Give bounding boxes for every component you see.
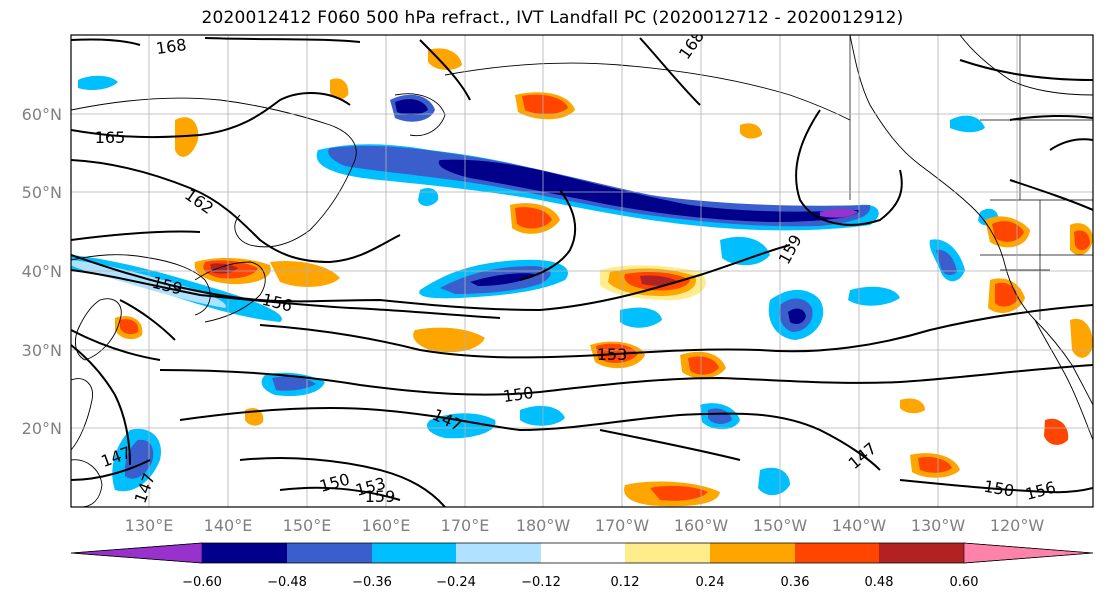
colorbar: −0.60 −0.48 −0.36 −0.24 −0.12 0.12 0.24 … — [70, 542, 1094, 590]
colorbar-segment — [963, 542, 1094, 564]
colorbar-tick: 0.60 — [950, 575, 979, 590]
contour-label: 168 — [155, 35, 188, 58]
lon-label: 160°W — [674, 516, 729, 535]
lon-label: 180°W — [516, 516, 571, 535]
lon-label: 130°W — [911, 516, 966, 535]
colorbar-segment — [456, 543, 541, 563]
colorbar-segment — [70, 542, 203, 564]
lat-label: 30°N — [22, 341, 62, 360]
colorbar-tick: 0.24 — [696, 575, 725, 590]
map-title: 2020012412 F060 500 hPa refract., IVT La… — [201, 8, 904, 28]
coastlines — [71, 35, 1093, 507]
colorbar-segment — [287, 543, 372, 563]
latitude-labels: 60°N 50°N 40°N 30°N 20°N — [22, 105, 62, 438]
lon-label: 150°W — [753, 516, 808, 535]
longitude-labels: 130°E 140°E 150°E 160°E 170°E 180°W 170°… — [125, 516, 1045, 535]
colorbar-tick: −0.36 — [352, 575, 392, 590]
colorbar-segment — [202, 543, 287, 563]
colorbar-tick: −0.60 — [182, 575, 222, 590]
lon-label: 170°E — [441, 516, 490, 535]
lon-label: 120°W — [990, 516, 1045, 535]
colorbar-segment — [625, 543, 710, 563]
colorbar-segment — [372, 543, 456, 563]
colorbar-segment — [541, 543, 625, 563]
map-frame — [70, 34, 1094, 508]
contour-label: 165 — [95, 128, 126, 147]
gridlines — [71, 35, 1093, 507]
lon-label: 130°E — [125, 516, 174, 535]
colorbar-segment — [710, 543, 795, 563]
colorbar-tick: 0.12 — [611, 575, 640, 590]
lat-label: 40°N — [22, 262, 62, 281]
lat-label: 60°N — [22, 105, 62, 124]
lat-label: 20°N — [22, 419, 62, 438]
colorbar-segment — [879, 543, 964, 563]
lat-label: 50°N — [22, 183, 62, 202]
lon-label: 150°E — [283, 516, 332, 535]
lon-label: 140°W — [832, 516, 887, 535]
lon-label: 160°E — [362, 516, 411, 535]
colorbar-tick: 0.36 — [781, 575, 810, 590]
contour-label: 150 — [502, 383, 535, 406]
lon-label: 140°E — [204, 516, 253, 535]
colorbar-tick: −0.48 — [267, 575, 307, 590]
colorbar-tick: −0.12 — [521, 575, 561, 590]
colorbar-segment — [795, 543, 879, 563]
refractivity-contours — [71, 37, 1093, 507]
colorbar-tick: 0.48 — [865, 575, 894, 590]
colorbar-tick: −0.24 — [436, 575, 476, 590]
contour-label: 153 — [597, 345, 628, 364]
contour-label: 159 — [365, 487, 396, 506]
lon-label: 170°W — [595, 516, 650, 535]
